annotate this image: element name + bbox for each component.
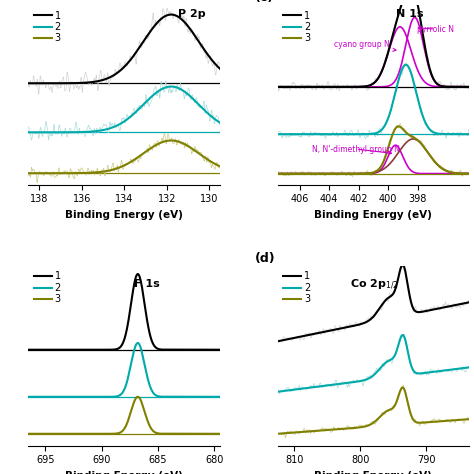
X-axis label: Binding Energy (eV): Binding Energy (eV) [314, 210, 432, 220]
Legend: 1, 2, 3: 1, 2, 3 [33, 9, 62, 45]
Text: (c): (c) [255, 0, 273, 4]
Text: N 1s: N 1s [396, 9, 424, 19]
Legend: 1, 2, 3: 1, 2, 3 [283, 271, 311, 305]
Text: pyrrolic N: pyrrolic N [417, 25, 454, 34]
X-axis label: Binding Energy (eV): Binding Energy (eV) [65, 471, 183, 474]
Text: N, N'-dimethyl group N: N, N'-dimethyl group N [312, 145, 400, 155]
X-axis label: Binding Energy (eV): Binding Energy (eV) [314, 471, 432, 474]
Legend: 1, 2, 3: 1, 2, 3 [33, 271, 62, 305]
Text: F 1s: F 1s [134, 279, 160, 289]
Text: Co 2p$_{1/2}$: Co 2p$_{1/2}$ [350, 277, 400, 292]
X-axis label: Binding Energy (eV): Binding Energy (eV) [65, 210, 183, 220]
Text: (d): (d) [255, 252, 275, 265]
Text: cyano group N: cyano group N [334, 40, 396, 51]
Text: P 2p: P 2p [178, 9, 206, 19]
Legend: 1, 2, 3: 1, 2, 3 [283, 9, 311, 45]
